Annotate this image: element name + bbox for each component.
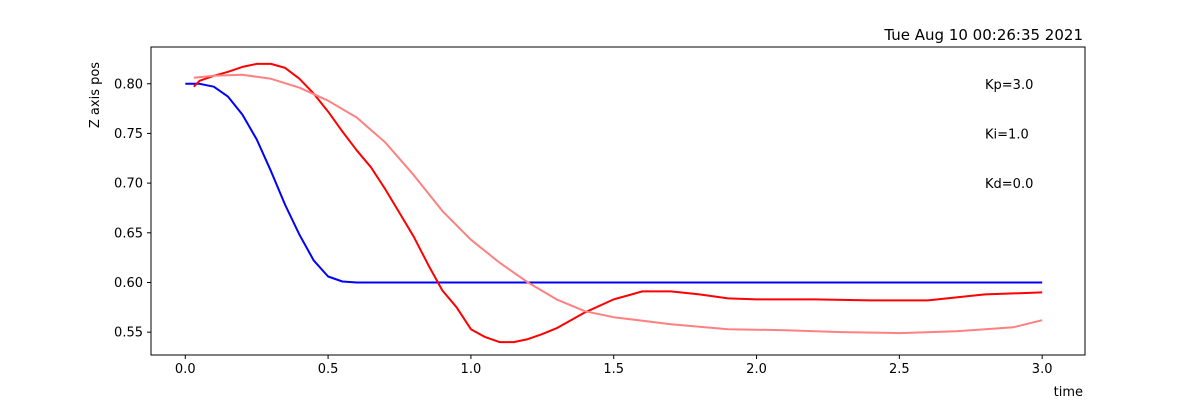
series-group [185, 62, 1043, 344]
series-line-3 [193, 73, 1043, 335]
x-tick-label: 2.5 [889, 362, 910, 377]
x-tick-label: 1.0 [461, 362, 482, 377]
annotation-text: Kp=3.0 [985, 78, 1033, 93]
x-tick-label: 0.0 [175, 362, 196, 377]
y-tick-label: 0.60 [114, 276, 143, 291]
y-tick-label: 0.80 [114, 77, 143, 92]
y-axis-ticks: 0.55 0.60 0.65 0.70 0.75 0.80 [114, 77, 151, 341]
series-line-2 [193, 62, 1043, 344]
annotation-text: Kd=0.0 [985, 177, 1033, 192]
annotation-text: Ki=1.0 [985, 127, 1029, 142]
y-tick-label: 0.55 [114, 326, 143, 341]
axes-frame [150, 46, 1086, 356]
x-tick-label: 0.5 [318, 362, 339, 377]
x-tick-label: 1.5 [603, 362, 624, 377]
x-axis-ticks: 0.0 0.5 1.0 1.5 2.0 2.5 3.0 [175, 355, 1053, 377]
annotations: Kp=3.0 Ki=1.0 Kd=0.0 [985, 78, 1033, 192]
y-tick-label: 0.70 [114, 177, 143, 192]
y-axis-label: Z axis pos [88, 62, 103, 128]
chart-title: Tue Aug 10 00:26:35 2021 [883, 26, 1083, 44]
x-tick-label: 2.0 [746, 362, 767, 377]
series-line-1 [185, 82, 1043, 284]
x-axis-label: time [1054, 385, 1083, 400]
y-tick-label: 0.75 [114, 127, 143, 142]
x-tick-label: 3.0 [1032, 362, 1053, 377]
y-tick-label: 0.65 [114, 226, 143, 241]
